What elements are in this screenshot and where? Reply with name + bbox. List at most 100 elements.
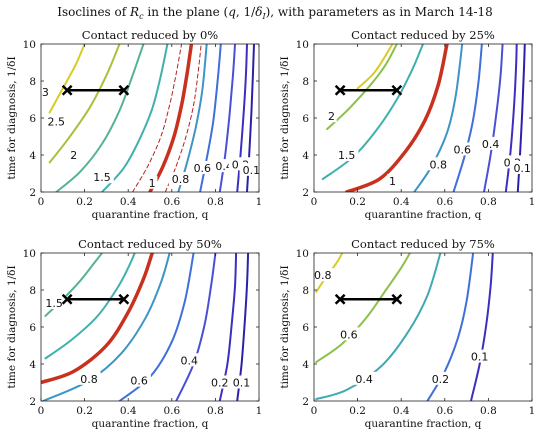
- x-tick-label: 0.8: [207, 405, 224, 417]
- panel-3: 1.5 0.8 0.6 0.4 0.2 0.1 0 0.2 0.4 0.6 0.8 1 2 4 6 8 10 Co…: [6, 237, 262, 430]
- y-tick-label: 6: [29, 113, 36, 125]
- isocline-label-bg: [177, 353, 201, 367]
- y-axis-label: time for diagnosis, 1/δI: [6, 56, 18, 179]
- isocline-label-bg: [68, 148, 79, 161]
- x-axis-label: quarantine fraction, q: [365, 209, 482, 221]
- x-tick-label: 0.6: [163, 196, 180, 208]
- range-start-marker: [61, 293, 73, 305]
- x-tick-label: 1: [256, 196, 263, 208]
- x-tick-label: 0.2: [349, 405, 366, 417]
- x-tick-label: 0: [38, 405, 45, 417]
- isocline-label-bg: [44, 114, 69, 128]
- x-tick-label: 0.2: [76, 405, 93, 417]
- x-tick-label: 1: [529, 196, 536, 208]
- y-axis-label: time for diagnosis, 1/δI: [279, 265, 291, 388]
- isocline-label-bg: [239, 162, 259, 176]
- y-tick-label: 6: [302, 322, 309, 334]
- x-axis-label: quarantine fraction, q: [365, 418, 482, 430]
- x-tick-label: 0.2: [349, 196, 366, 208]
- isocline-label: 0.1: [233, 377, 251, 390]
- x-tick-label: 0.8: [480, 196, 497, 208]
- panel-1: 32.521.510.80.60.40.20.100.20.40.60.8124…: [6, 28, 263, 221]
- range-end-marker: [118, 84, 130, 96]
- isocline-unlabeled-2: [41, 253, 154, 385]
- isocline-label: 0.4: [180, 354, 198, 367]
- isocline-label-bg: [229, 375, 254, 389]
- x-tick-label: 0.6: [436, 196, 453, 208]
- x-tick-label: 0.4: [393, 405, 410, 417]
- isocline-unlabeled-4: [132, 44, 183, 192]
- isocline-level-1-5: [101, 44, 169, 192]
- isocline-label-bg: [168, 172, 193, 186]
- x-tick-label: 0: [311, 405, 318, 417]
- y-tick-label: 8: [29, 285, 36, 297]
- x-axis-label: quarantine fraction, q: [92, 209, 209, 221]
- x-tick-label: 0.6: [436, 405, 453, 417]
- y-tick-label: 4: [29, 150, 36, 162]
- isocline-level-0-4: [483, 44, 504, 192]
- isocline-level-1: [148, 44, 194, 192]
- isocline-label-bg: [428, 371, 453, 385]
- isocline-label: 1: [389, 175, 396, 188]
- isocline-unlabeled-6: [164, 44, 202, 192]
- panel-title: Contact reduced by 0%: [82, 28, 218, 42]
- y-tick-label: 10: [296, 39, 309, 51]
- range-start-marker: [334, 293, 346, 305]
- y-tick-label: 6: [29, 322, 36, 334]
- y-tick-label: 2: [302, 187, 309, 199]
- isocline-unlabeled-1: [44, 253, 136, 360]
- isocline-label: 1.5: [338, 149, 356, 162]
- isocline-level-1: [344, 44, 449, 192]
- y-tick-label: 10: [296, 248, 309, 260]
- isocline-label: 0.8: [172, 173, 190, 186]
- y-tick-label: 2: [29, 396, 36, 408]
- isocline-label: 3: [42, 86, 49, 99]
- isocline-label-bg: [42, 295, 66, 309]
- isocline-label-bg: [146, 175, 158, 189]
- x-tick-label: 1: [529, 405, 536, 417]
- isocline-label: 2.5: [48, 116, 66, 129]
- isocline-label: 0.2: [211, 377, 229, 390]
- isocline-label-bg: [326, 109, 337, 123]
- isocline-label: 2: [328, 110, 335, 123]
- isocline-level-0-4: [175, 253, 217, 401]
- isocline-label-bg: [90, 170, 114, 184]
- isocline-label: 1.5: [45, 297, 63, 310]
- isocline-label: 1.5: [93, 171, 111, 184]
- y-tick-label: 2: [29, 187, 36, 199]
- isocline-label-bg: [450, 142, 474, 156]
- isocline-label-bg: [127, 373, 151, 387]
- y-tick-label: 2: [302, 396, 309, 408]
- y-tick-label: 8: [302, 76, 309, 88]
- isocline-label-bg: [190, 160, 215, 174]
- isocline-label: 0.6: [194, 162, 212, 175]
- isocline-level-0-8: [413, 44, 464, 192]
- contour-group: 0.8 0.6 0.4 0.2 0.1: [314, 253, 494, 401]
- range-start-marker: [61, 84, 73, 96]
- isocline-label: 0.4: [215, 160, 233, 173]
- isocline-label-bg: [478, 136, 503, 150]
- range-end-marker: [391, 84, 403, 96]
- panel-title: Contact reduced by 50%: [78, 237, 222, 251]
- isocline-level-2: [55, 44, 145, 192]
- isocline-label-bg: [387, 173, 398, 187]
- isocline-level-0-6: [315, 253, 411, 364]
- range-start-marker: [334, 84, 346, 96]
- x-tick-label: 0.4: [120, 405, 137, 417]
- panel-title: Contact reduced by 25%: [351, 28, 495, 42]
- isocline-label-bg: [426, 157, 451, 171]
- range-end-marker: [391, 293, 403, 305]
- y-tick-label: 4: [302, 359, 309, 371]
- y-tick-label: 4: [29, 359, 36, 371]
- plot-area: [314, 44, 532, 192]
- isocline-level-0-4: [315, 253, 442, 401]
- isocline-label-bg: [208, 375, 232, 389]
- isocline-label-bg: [41, 85, 51, 99]
- isocline-label: 1: [149, 177, 156, 190]
- x-tick-label: 0: [38, 196, 45, 208]
- x-tick-label: 0.8: [207, 196, 224, 208]
- contour-group: 21.510.80.60.40.20.1: [321, 44, 532, 192]
- isocline-label: 0.6: [130, 375, 148, 388]
- panels-group: 32.521.510.80.60.40.20.100.20.40.60.8124…: [6, 28, 535, 430]
